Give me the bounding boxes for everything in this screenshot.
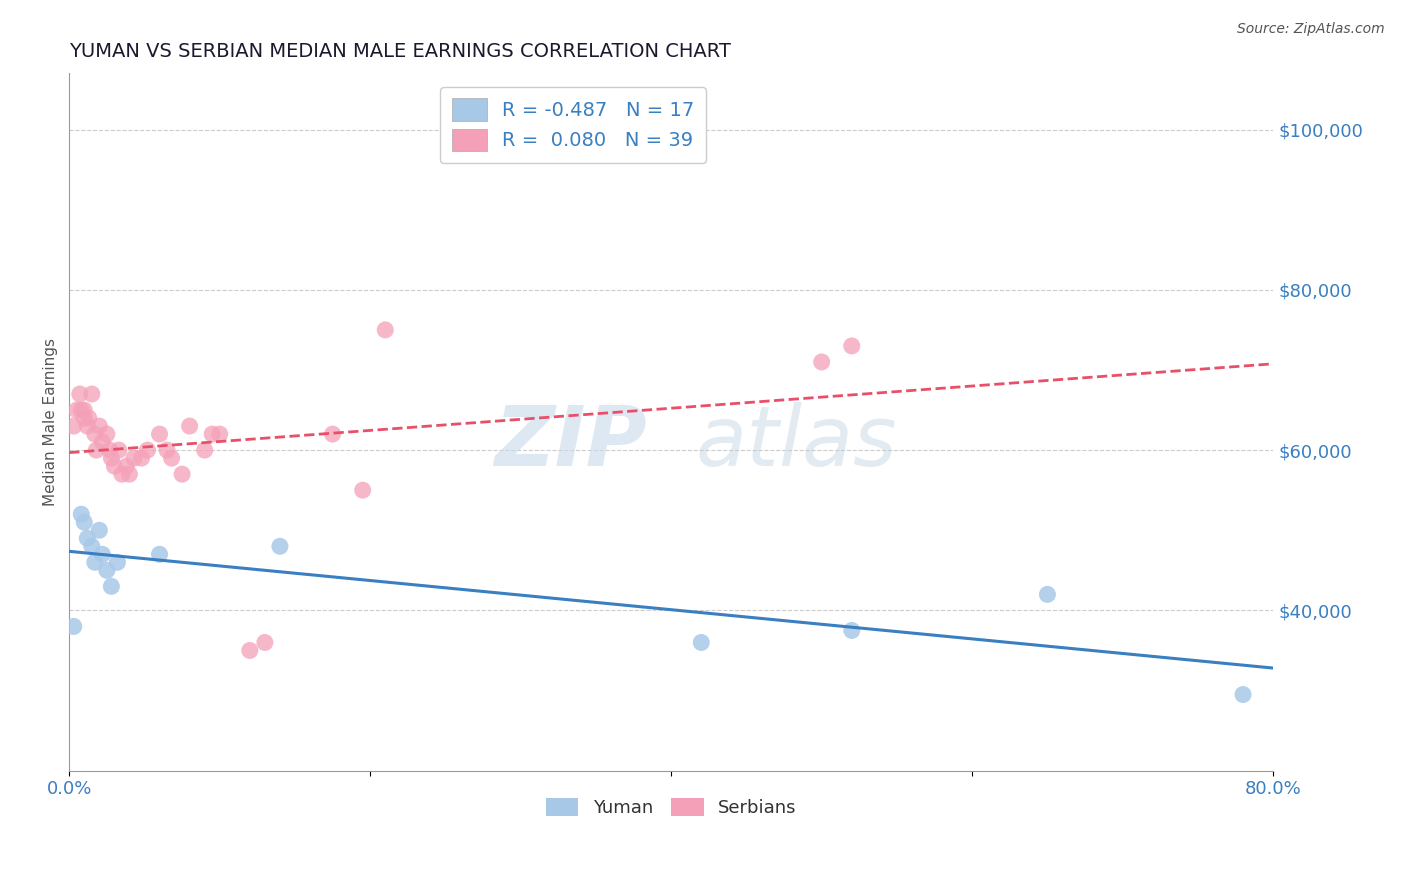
Point xyxy=(100,579,122,593)
Point xyxy=(208,427,231,442)
Point xyxy=(105,555,128,569)
Point xyxy=(89,419,111,434)
Point xyxy=(160,451,183,466)
Text: YUMAN VS SERBIAN MEDIAN MALE EARNINGS CORRELATION CHART: YUMAN VS SERBIAN MEDIAN MALE EARNINGS CO… xyxy=(69,42,731,61)
Point xyxy=(118,467,141,482)
Point xyxy=(172,467,194,482)
Point xyxy=(111,467,134,482)
Point xyxy=(80,387,103,401)
Point xyxy=(148,547,170,561)
Point xyxy=(690,635,713,649)
Y-axis label: Median Male Earnings: Median Male Earnings xyxy=(44,338,58,506)
Point xyxy=(98,443,121,458)
Point xyxy=(91,547,114,561)
Text: Source: ZipAtlas.com: Source: ZipAtlas.com xyxy=(1237,22,1385,37)
Point xyxy=(62,419,84,434)
Point xyxy=(374,323,396,337)
Point xyxy=(841,624,863,638)
Point xyxy=(156,443,179,458)
Point xyxy=(76,531,98,545)
Point xyxy=(131,451,153,466)
Point xyxy=(69,387,91,401)
Point xyxy=(253,635,276,649)
Point xyxy=(83,555,105,569)
Point xyxy=(194,443,217,458)
Point xyxy=(89,523,111,537)
Point xyxy=(66,403,89,417)
Point xyxy=(115,459,138,474)
Point xyxy=(70,403,93,417)
Point xyxy=(73,411,96,425)
Point xyxy=(322,427,344,442)
Point xyxy=(148,427,170,442)
Point xyxy=(1036,587,1059,601)
Legend: Yuman, Serbians: Yuman, Serbians xyxy=(538,790,804,824)
Point xyxy=(96,563,118,577)
Point xyxy=(62,619,84,633)
Point xyxy=(841,339,863,353)
Point xyxy=(239,643,262,657)
Point xyxy=(269,539,291,553)
Point xyxy=(179,419,201,434)
Point xyxy=(122,451,145,466)
Point xyxy=(108,443,131,458)
Point xyxy=(80,539,103,553)
Point xyxy=(76,419,98,434)
Point xyxy=(77,411,100,425)
Point xyxy=(70,507,93,521)
Point xyxy=(86,443,108,458)
Point xyxy=(103,459,125,474)
Point xyxy=(136,443,159,458)
Text: atlas: atlas xyxy=(695,402,897,483)
Point xyxy=(100,451,122,466)
Point xyxy=(73,403,96,417)
Point xyxy=(73,515,96,529)
Point xyxy=(96,427,118,442)
Point xyxy=(91,435,114,450)
Point xyxy=(83,427,105,442)
Point xyxy=(810,355,832,369)
Text: ZIP: ZIP xyxy=(495,402,647,483)
Point xyxy=(1232,688,1254,702)
Point xyxy=(352,483,374,498)
Point xyxy=(201,427,224,442)
